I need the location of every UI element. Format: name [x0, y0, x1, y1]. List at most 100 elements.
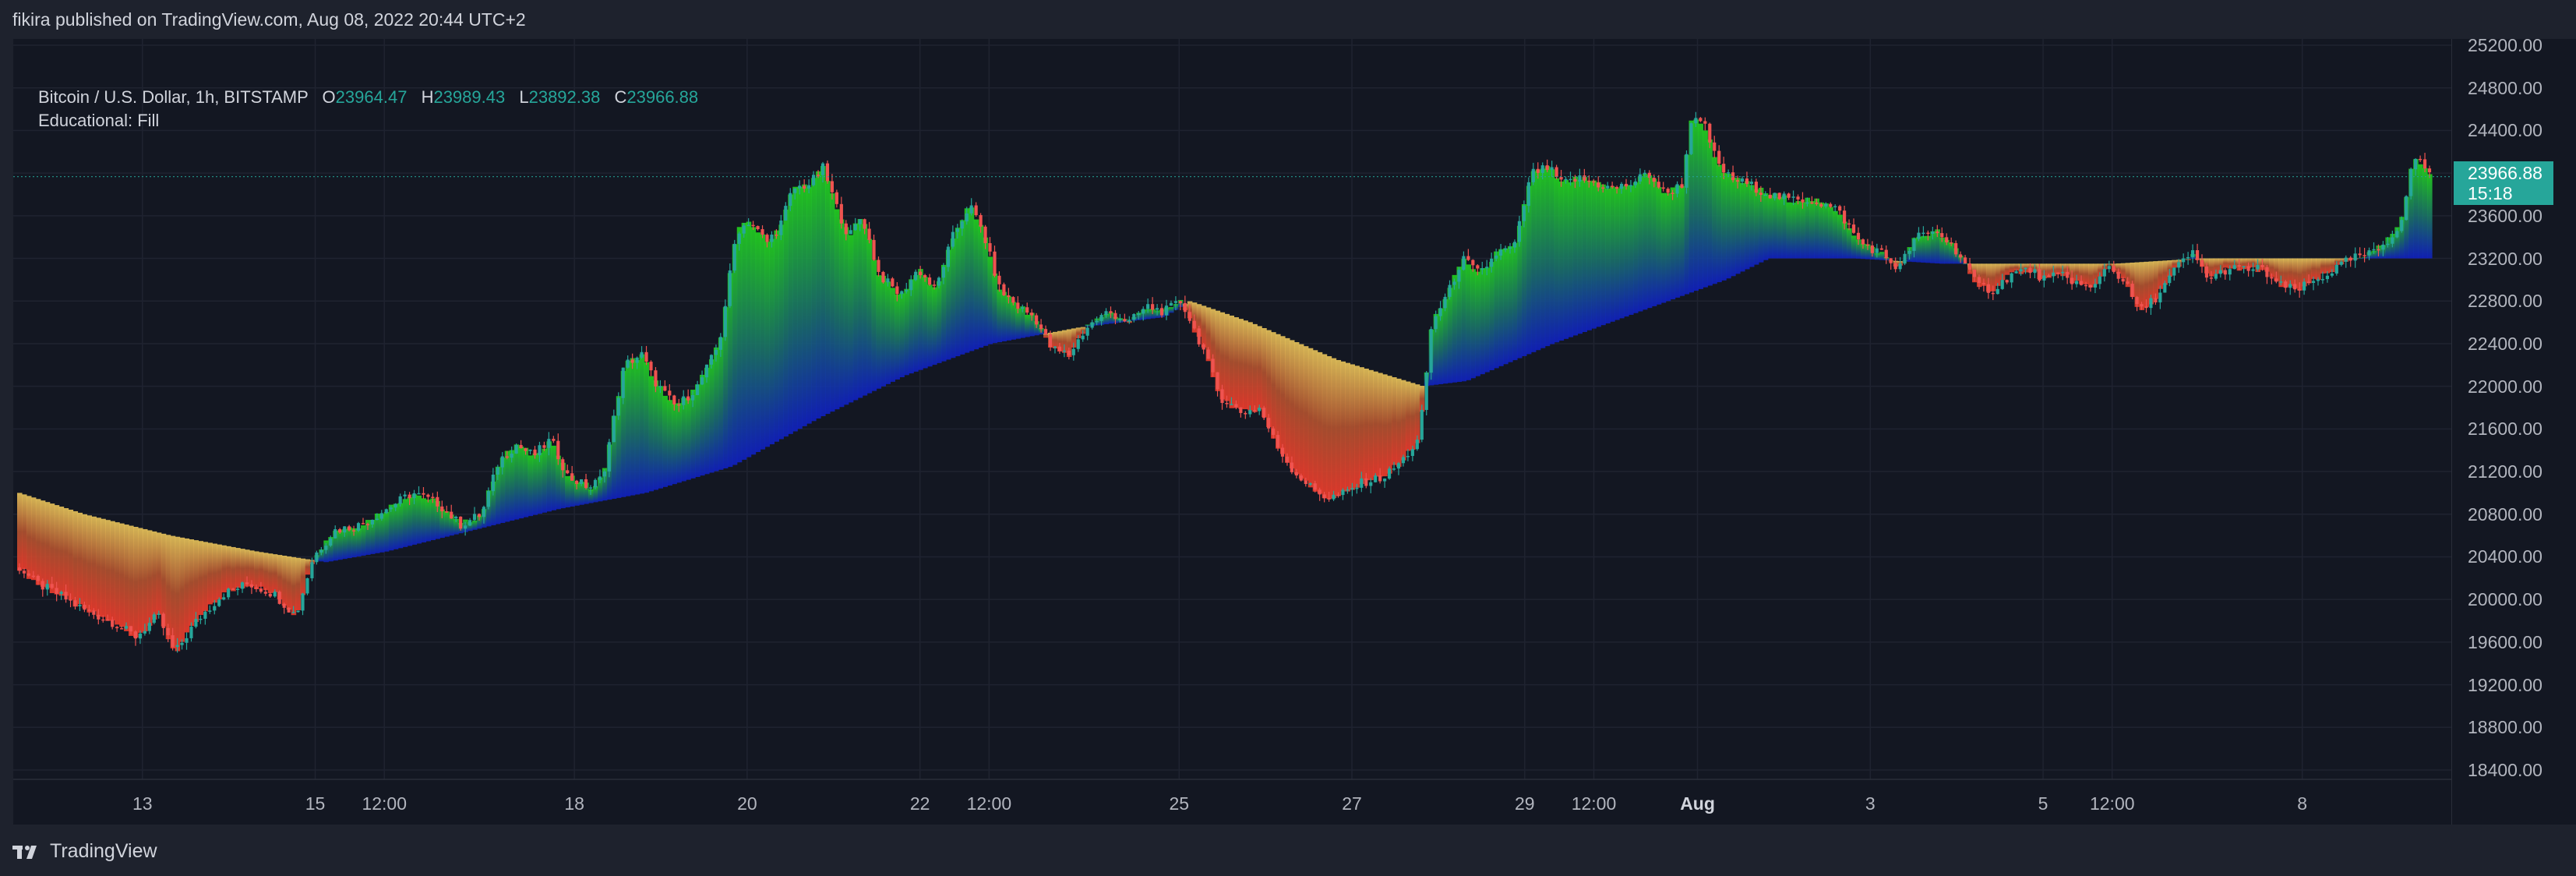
- fill-band: [40, 500, 46, 587]
- candle-body: [510, 454, 513, 458]
- candle-body: [338, 528, 342, 533]
- candle-body: [863, 219, 866, 229]
- fill-band: [151, 531, 157, 620]
- fill-band: [328, 537, 333, 562]
- candle-body: [1276, 435, 1280, 448]
- fill-band: [1229, 315, 1235, 408]
- candle-body: [2265, 267, 2269, 277]
- candle-body: [816, 175, 820, 176]
- fill-band: [2079, 263, 2084, 284]
- candle-body: [203, 611, 207, 619]
- fill-band: [658, 386, 663, 489]
- candle-body: [398, 496, 402, 504]
- fill-band: [397, 503, 404, 549]
- fill-band: [923, 277, 928, 369]
- candle-body: [375, 518, 379, 521]
- candle-body: [2348, 257, 2352, 261]
- candle-body: [1936, 231, 1939, 234]
- tradingview-brand[interactable]: TradingView: [12, 840, 157, 863]
- fill-band: [695, 384, 700, 477]
- candle-body: [2372, 249, 2376, 251]
- fill-band: [1289, 340, 1295, 469]
- price-tick-label: 23200.00: [2468, 248, 2542, 269]
- candle-body: [1253, 410, 1257, 412]
- candle-body: [22, 570, 26, 574]
- candle-body: [2144, 306, 2148, 309]
- candle-body: [2311, 281, 2316, 284]
- fill-band: [132, 527, 139, 638]
- fill-band: [760, 234, 766, 450]
- candle-body: [1829, 203, 1833, 207]
- candle-body: [1699, 118, 1703, 122]
- candle-body: [2107, 266, 2111, 270]
- candle-body: [1986, 284, 1990, 293]
- candle-body: [1950, 242, 1953, 244]
- fill-band: [2213, 258, 2219, 274]
- price-tick-label: 18400.00: [2468, 760, 2542, 780]
- candle-body: [937, 277, 941, 286]
- high-value: 23989.43: [433, 87, 506, 107]
- fill-band: [2320, 258, 2326, 274]
- candle-body: [351, 530, 356, 532]
- candle-body: [1420, 409, 1424, 440]
- fill-band: [2097, 263, 2103, 277]
- candle-body: [561, 459, 565, 471]
- candle-body: [1967, 263, 1972, 270]
- fill-band: [2139, 262, 2145, 310]
- fill-band: [1921, 235, 1927, 263]
- candle-body: [120, 628, 124, 630]
- candle-body: [784, 206, 788, 221]
- candle-body: [658, 386, 662, 387]
- fill-band: [142, 528, 148, 632]
- fill-band: [388, 504, 394, 551]
- candle-body: [408, 494, 411, 499]
- fill-band: [356, 528, 362, 557]
- candle-body: [2246, 266, 2250, 271]
- candle-body: [1870, 245, 1874, 253]
- fill-band: [727, 273, 733, 468]
- candle-body: [496, 467, 499, 475]
- fill-band: [570, 475, 575, 507]
- candle-body: [1759, 193, 1763, 196]
- fill-band: [824, 181, 831, 415]
- fill-band: [272, 554, 278, 592]
- fill-band: [495, 466, 501, 525]
- candle-body: [426, 494, 430, 497]
- candle-body: [895, 286, 899, 295]
- candle-body: [1048, 334, 1053, 348]
- candle-body: [927, 277, 932, 285]
- candle-body: [1745, 178, 1749, 184]
- candle-body: [454, 516, 458, 519]
- candle-body: [2288, 284, 2292, 288]
- candle-body: [1851, 224, 1856, 233]
- candle-body: [138, 633, 143, 639]
- candle-body: [2019, 269, 2023, 272]
- candle-body: [1879, 248, 1883, 250]
- price-tick-label: 20000.00: [2468, 589, 2542, 610]
- candle-body: [1573, 178, 1577, 182]
- candle-body: [1601, 187, 1605, 189]
- fill-band: [184, 538, 190, 633]
- price-axis[interactable]: 25200.0024800.0024400.0024000.0023600.00…: [2451, 35, 2576, 825]
- fill-band: [2222, 258, 2228, 268]
- fill-band: [973, 219, 979, 350]
- candle-body: [2052, 272, 2056, 277]
- chart-panel[interactable]: Bitcoin / U.S. Dollar, 1h, BITSTAMP O239…: [13, 39, 2451, 825]
- candle-body: [2084, 284, 2088, 287]
- price-chart[interactable]: [13, 39, 2451, 825]
- fill-band: [611, 415, 617, 500]
- fill-band: [499, 457, 506, 523]
- fill-band: [1995, 263, 2001, 286]
- fill-band: [899, 293, 905, 378]
- candle-body: [1183, 302, 1187, 313]
- fill-band: [1814, 198, 1819, 259]
- indicator-legend[interactable]: Educational: Fill: [38, 111, 160, 130]
- fill-band: [1298, 344, 1304, 479]
- candle-body: [227, 588, 231, 598]
- candle-body: [1239, 407, 1243, 413]
- candle-body: [635, 357, 639, 363]
- candle-body: [1443, 296, 1447, 309]
- fill-band: [997, 289, 1003, 343]
- fill-band: [616, 396, 622, 498]
- candle-body: [505, 456, 509, 458]
